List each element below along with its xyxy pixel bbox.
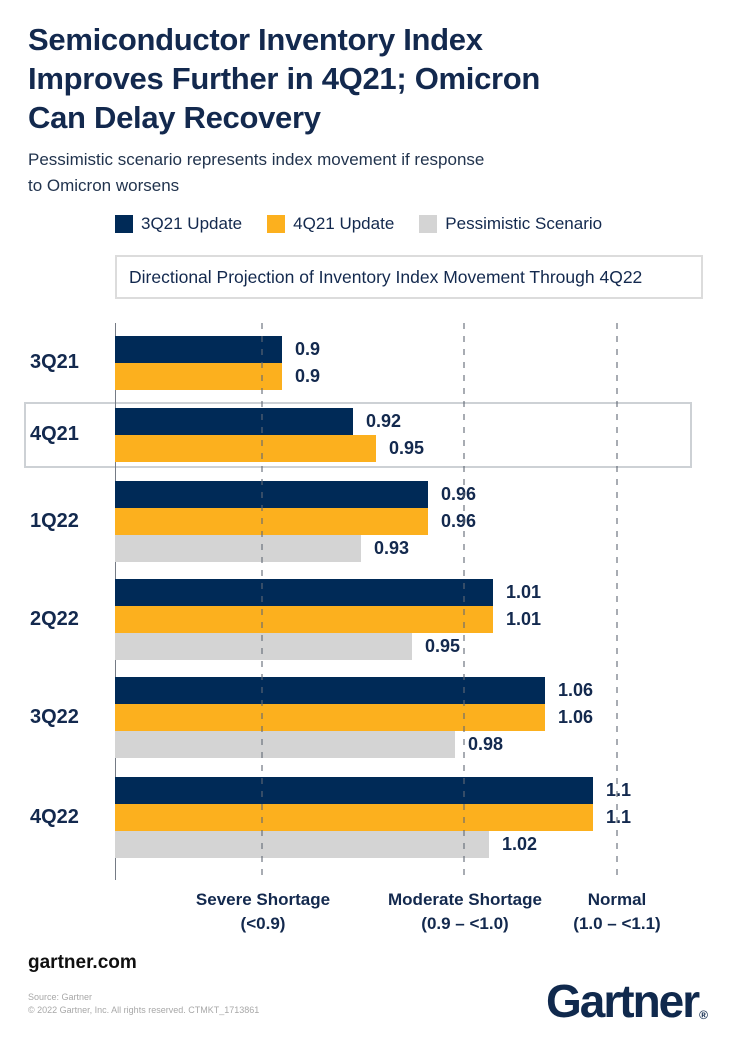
bar-4q22-3q21-update bbox=[115, 777, 593, 804]
bar-row: 0.95 bbox=[115, 633, 541, 660]
bar-1q22-4q21-update bbox=[115, 508, 428, 535]
bar-row: 0.96 bbox=[115, 508, 476, 535]
gridline-0.9 bbox=[261, 323, 263, 880]
bar-row: 0.98 bbox=[115, 731, 593, 758]
bar-3q22-3q21-update bbox=[115, 677, 545, 704]
bar-group-3q21: 0.9 0.9 bbox=[115, 336, 320, 390]
legend-swatch-gray bbox=[419, 215, 438, 233]
bar-value-label: 0.95 bbox=[389, 438, 425, 458]
category-label-3q21: 3Q21 bbox=[30, 351, 79, 373]
bar-row: 0.92 bbox=[115, 408, 424, 435]
bar-row: 1.06 bbox=[115, 677, 593, 704]
x-section-normal: Normal (1.0 – <1.1) bbox=[573, 888, 660, 936]
section-range-text: (<0.9) bbox=[240, 914, 286, 933]
category-label-4q22: 4Q22 bbox=[30, 805, 79, 828]
gartner-logo: Gartner® bbox=[546, 974, 708, 1028]
bar-3q22-4q21-update bbox=[115, 704, 545, 731]
section-label-text: Normal bbox=[587, 890, 647, 909]
bar-value-label: 1.01 bbox=[506, 609, 542, 629]
bar-4q21-4q21-update bbox=[115, 435, 376, 462]
bar-value-label: 0.93 bbox=[374, 538, 410, 558]
source-copyright-note: Source: Gartner © 2022 Gartner, Inc. All… bbox=[28, 992, 260, 1015]
bar-group-1q22: 0.96 0.96 0.93 bbox=[115, 481, 476, 562]
section-label-text: Severe Shortage bbox=[195, 890, 331, 909]
x-section-moderate-shortage: Moderate Shortage (0.9 – <1.0) bbox=[388, 888, 542, 936]
bar-row: 0.93 bbox=[115, 535, 476, 562]
legend-item-4q21-update: 4Q21 Update bbox=[267, 214, 394, 234]
legend-swatch-orange bbox=[267, 215, 286, 233]
legend-item-pessimistic: Pessimistic Scenario bbox=[419, 214, 602, 234]
bar-3q22-pessimistic-scenario bbox=[115, 731, 455, 758]
bar-4q21-3q21-update bbox=[115, 408, 353, 435]
bar-chart: Severe Shortage (<0.9) Moderate Shortage… bbox=[0, 323, 738, 948]
bar-row: 0.95 bbox=[115, 435, 424, 462]
legend-label: 3Q21 Update bbox=[141, 214, 243, 233]
bar-value-label: 0.9 bbox=[295, 339, 321, 359]
legend-swatch-navy bbox=[115, 215, 133, 233]
bar-value-label: 1.1 bbox=[606, 807, 632, 827]
section-range-text: (0.9 – <1.0) bbox=[421, 914, 509, 933]
bar-value-label: 1.1 bbox=[606, 780, 632, 800]
bar-value-label: 1.06 bbox=[558, 680, 594, 700]
gartner-logo-text: Gartner bbox=[545, 975, 700, 1027]
x-section-severe-shortage: Severe Shortage (<0.9) bbox=[196, 888, 330, 936]
bar-1q22-pessimistic-scenario bbox=[115, 535, 361, 562]
bar-value-label: 0.9 bbox=[295, 366, 321, 386]
bar-row: 0.9 bbox=[115, 363, 320, 390]
highlight-box-4q21 bbox=[24, 402, 692, 468]
section-range-text: (1.0 – <1.1) bbox=[573, 914, 661, 933]
gartner-com-link[interactable]: gartner.com bbox=[28, 952, 137, 973]
category-label-1q22: 1Q22 bbox=[30, 509, 79, 532]
bar-row: 1.1 bbox=[115, 777, 631, 804]
category-label-3q22: 3Q22 bbox=[30, 705, 79, 728]
bar-value-label: 0.96 bbox=[441, 511, 477, 531]
bar-value-label: 1.06 bbox=[558, 707, 594, 727]
bar-3q21-3q21-update bbox=[115, 336, 282, 363]
bar-1q22-3q21-update bbox=[115, 481, 428, 508]
category-label-4q21: 4Q21 bbox=[30, 423, 79, 445]
bar-row: 1.01 bbox=[115, 606, 541, 633]
bar-group-4q21: 0.92 0.95 bbox=[115, 408, 424, 462]
bar-row: 0.96 bbox=[115, 481, 476, 508]
bar-row: 1.1 bbox=[115, 804, 631, 831]
bar-value-label: 0.92 bbox=[366, 411, 402, 431]
bar-row: 1.02 bbox=[115, 831, 631, 858]
bar-2q22-pessimistic-scenario bbox=[115, 633, 412, 660]
registered-trademark-icon: ® bbox=[699, 1008, 708, 1022]
bar-group-2q22: 1.01 1.01 0.95 bbox=[115, 579, 541, 660]
chart-legend: 3Q21 Update 4Q21 Update Pessimistic Scen… bbox=[115, 214, 602, 234]
bar-group-3q22: 1.06 1.06 0.98 bbox=[115, 677, 593, 758]
bar-4q22-4q21-update bbox=[115, 804, 593, 831]
page-title: Semiconductor Inventory Index Improves F… bbox=[28, 22, 541, 135]
section-label-text: Moderate Shortage bbox=[388, 890, 542, 909]
bar-value-label: 0.95 bbox=[425, 636, 461, 656]
bar-value-label: 1.01 bbox=[506, 582, 542, 602]
bar-2q22-4q21-update bbox=[115, 606, 493, 633]
bar-value-label: 0.96 bbox=[441, 484, 477, 504]
bar-row: 1.06 bbox=[115, 704, 593, 731]
bar-3q21-4q21-update bbox=[115, 363, 282, 390]
gridline-1.0 bbox=[463, 323, 465, 880]
bar-row: 0.9 bbox=[115, 336, 320, 363]
category-label-2q22: 2Q22 bbox=[30, 607, 79, 630]
bar-value-label: 1.02 bbox=[502, 834, 538, 854]
bar-2q22-3q21-update bbox=[115, 579, 493, 606]
bar-4q22-pessimistic-scenario bbox=[115, 831, 489, 858]
bar-row: 1.01 bbox=[115, 579, 541, 606]
page-subtitle: Pessimistic scenario represents index mo… bbox=[28, 150, 485, 195]
legend-label: Pessimistic Scenario bbox=[445, 214, 603, 233]
gridline-1.1 bbox=[616, 323, 618, 880]
legend-label: 4Q21 Update bbox=[293, 214, 395, 233]
bar-value-label: 0.98 bbox=[468, 734, 504, 754]
directional-projection-box: Directional Projection of Inventory Inde… bbox=[115, 255, 703, 299]
legend-item-3q21-update: 3Q21 Update bbox=[115, 214, 242, 234]
bar-group-4q22: 1.1 1.1 1.02 bbox=[115, 777, 631, 858]
